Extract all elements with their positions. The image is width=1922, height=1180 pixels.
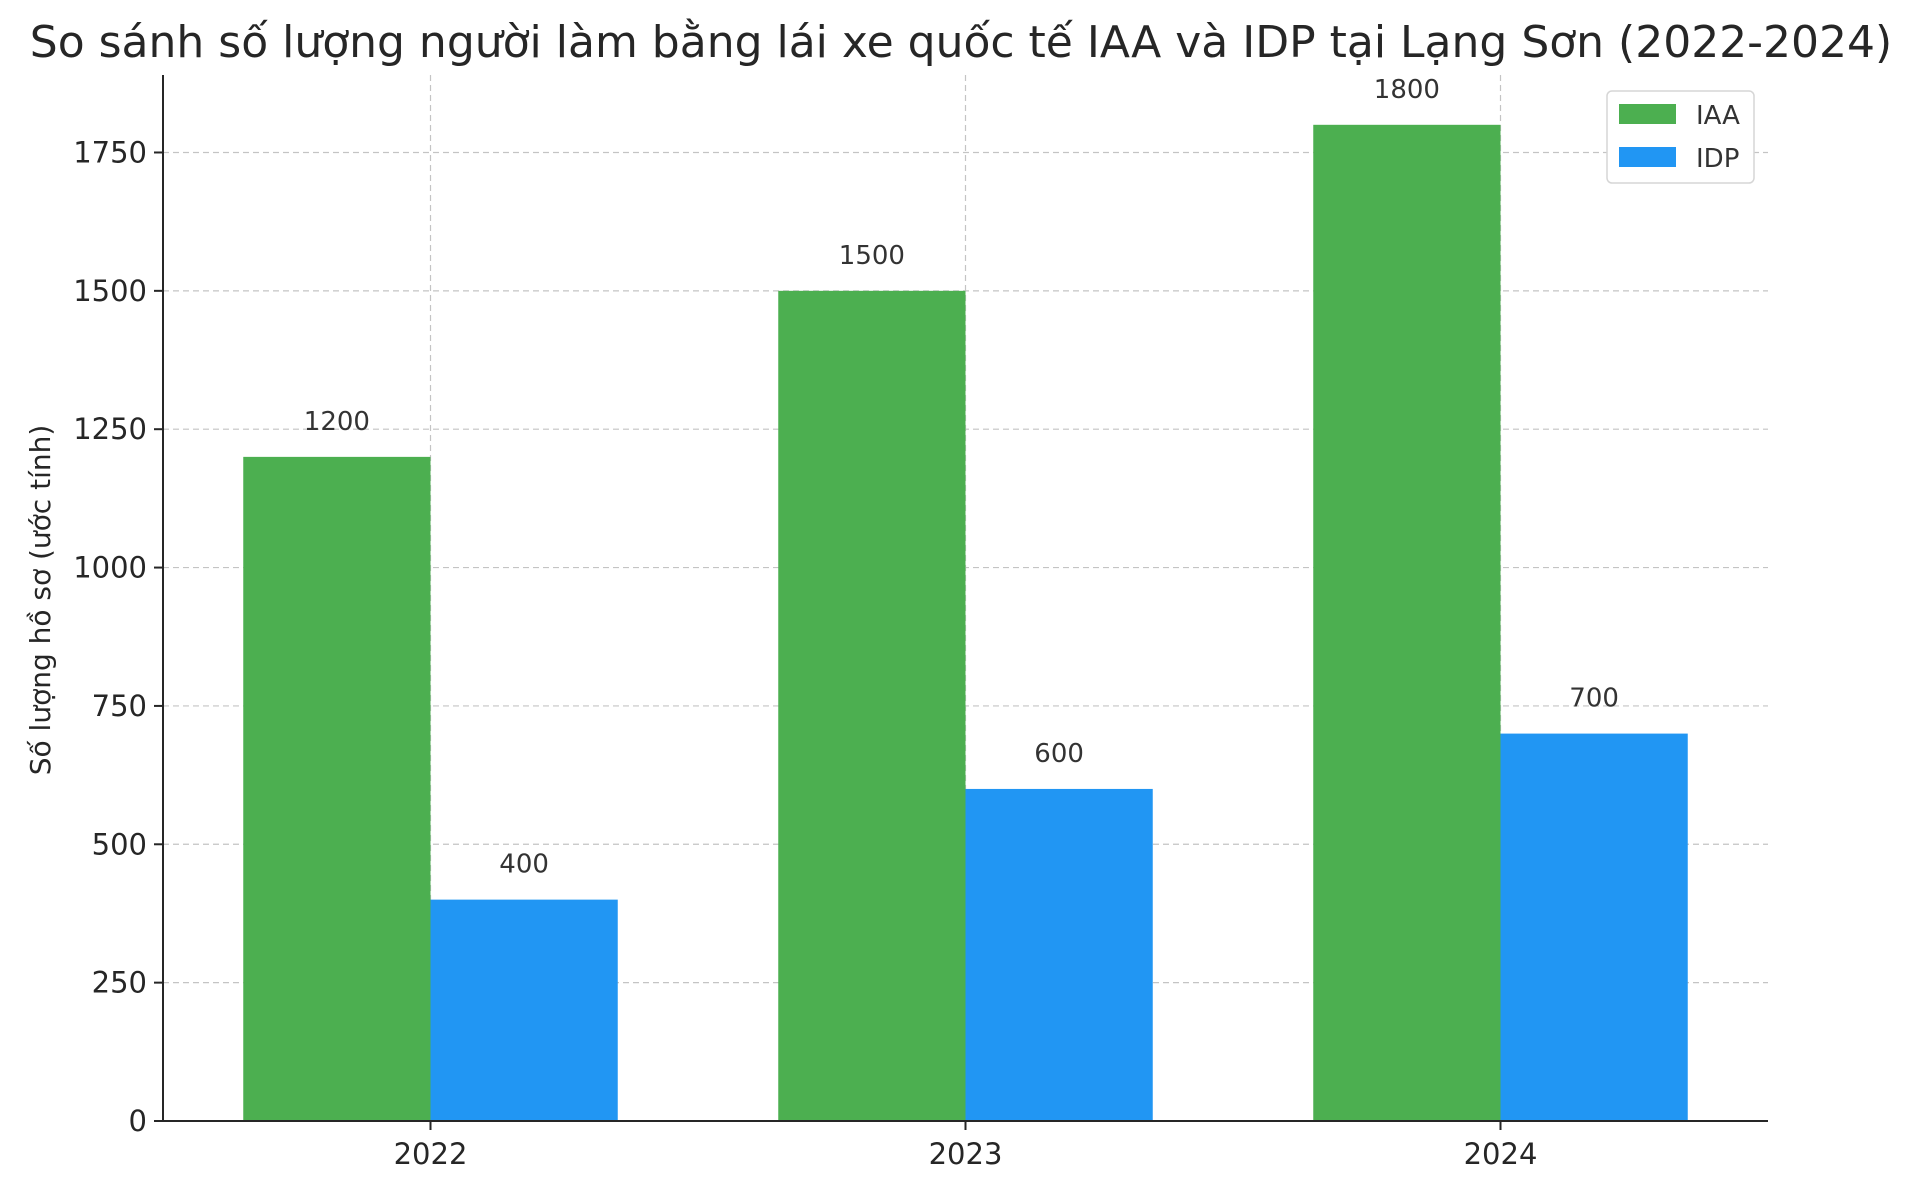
- data-label-idp-2023: 600: [1034, 739, 1084, 769]
- legend-label-iaa: IAA: [1696, 101, 1740, 131]
- data-label-iaa-2023: 1500: [839, 241, 905, 271]
- x-tick-label: 2023: [929, 1137, 1003, 1171]
- legend: IAA IDP: [1606, 90, 1755, 184]
- data-label-idp-2024: 700: [1569, 684, 1619, 714]
- legend-label-idp: IDP: [1696, 144, 1739, 174]
- bar-idp-2022: [430, 899, 618, 1121]
- y-tick-label: 0: [129, 1104, 147, 1138]
- x-tick-label: 2024: [1464, 1137, 1538, 1171]
- bar-idp-2024: [1500, 733, 1688, 1121]
- bars: [243, 124, 1688, 1122]
- y-tick-label: 1500: [73, 274, 147, 308]
- y-tick-label: 1000: [73, 551, 147, 585]
- data-label-iaa-2022: 1200: [304, 407, 370, 437]
- bar-iaa-2023: [778, 290, 966, 1121]
- legend-swatch-iaa: [1619, 104, 1676, 124]
- chart-title: So sánh số lượng người làm bằng lái xe q…: [30, 17, 1892, 68]
- data-labels: 1200 1500 1800 400 600 700: [304, 75, 1619, 880]
- y-tick-label: 750: [92, 689, 147, 723]
- tick-labels: 0 250 500 750 1000 1250 1500 1750 2022 2023 2024: [73, 135, 1537, 1171]
- y-axis-label: Số lượng hồ sơ (ước tính): [24, 425, 57, 776]
- bar-iaa-2024: [1313, 124, 1501, 1122]
- data-label-iaa-2024: 1800: [1374, 75, 1440, 105]
- bar-idp-2023: [965, 788, 1153, 1121]
- y-tick-label: 250: [92, 966, 147, 1000]
- y-tick-label: 500: [92, 827, 147, 861]
- y-tick-label: 1250: [73, 412, 147, 446]
- y-tick-label: 1750: [73, 135, 147, 169]
- x-tick-label: 2022: [394, 1137, 468, 1171]
- data-label-idp-2022: 400: [499, 850, 549, 880]
- bar-iaa-2022: [243, 456, 431, 1121]
- legend-swatch-idp: [1619, 147, 1676, 167]
- axes: [154, 75, 1768, 1130]
